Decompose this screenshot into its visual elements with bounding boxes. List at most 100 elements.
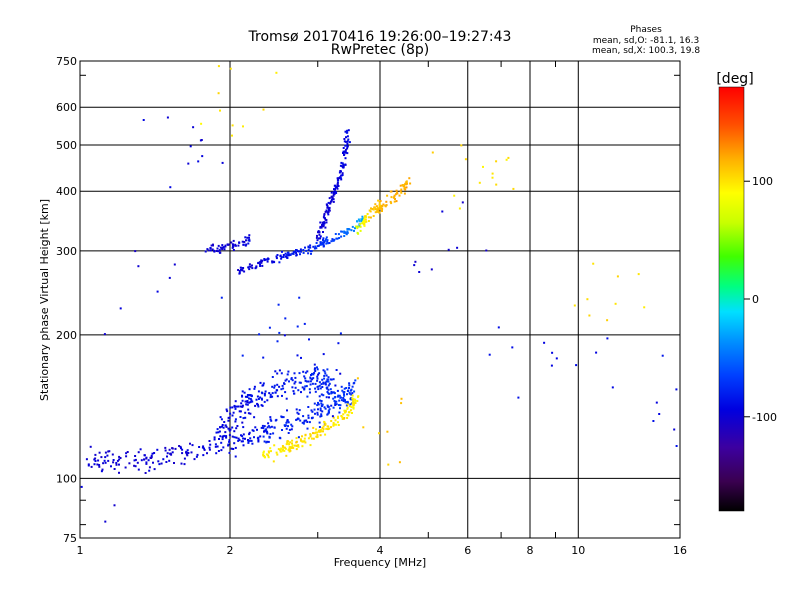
data-point (330, 191, 333, 194)
data-point (326, 205, 329, 208)
data-point (318, 372, 321, 375)
data-point (372, 208, 375, 211)
data-point (366, 213, 369, 215)
data-point (355, 225, 358, 228)
data-point (316, 411, 319, 414)
data-point (307, 246, 310, 249)
data-point (260, 404, 263, 407)
data-point (339, 372, 342, 375)
data-point (351, 397, 354, 400)
data-point (382, 203, 385, 206)
data-point (186, 454, 189, 457)
data-point (94, 460, 97, 462)
data-point (379, 204, 381, 207)
data-point (362, 426, 365, 429)
data-point (405, 180, 408, 183)
colorbar-tick-label: -100 (752, 411, 777, 424)
data-point (363, 224, 366, 227)
data-point (268, 435, 271, 438)
data-point (309, 434, 312, 437)
data-point (241, 404, 244, 407)
data-point (283, 446, 286, 449)
data-point (315, 435, 318, 438)
data-point (335, 423, 338, 426)
data-point (352, 404, 355, 407)
data-point (242, 426, 245, 429)
data-point (343, 393, 345, 396)
data-point (385, 204, 388, 207)
data-point (675, 445, 678, 447)
data-point (284, 317, 287, 320)
data-point (296, 325, 299, 328)
data-point (354, 227, 356, 230)
data-point (283, 449, 286, 452)
data-point (348, 384, 351, 387)
data-point (332, 200, 335, 203)
data-point (89, 445, 92, 448)
data-point (331, 238, 334, 241)
data-point (113, 504, 116, 507)
data-point (278, 331, 281, 334)
data-point (320, 430, 323, 433)
data-point (370, 207, 372, 210)
data-point (153, 468, 156, 471)
data-point (322, 382, 325, 385)
data-point (181, 452, 184, 455)
data-point (325, 209, 328, 212)
data-point (160, 462, 163, 465)
data-point (234, 418, 237, 421)
data-point (328, 382, 331, 385)
data-point (306, 427, 309, 430)
data-point (248, 394, 251, 396)
data-point (330, 426, 332, 429)
data-point (267, 257, 270, 260)
data-point (304, 433, 307, 436)
data-point (333, 392, 336, 395)
data-point (328, 209, 331, 212)
data-point (98, 451, 101, 454)
data-point (241, 269, 244, 272)
data-point (390, 202, 393, 205)
data-point (214, 443, 217, 446)
data-point (237, 269, 240, 271)
data-point (325, 221, 328, 224)
data-point (262, 382, 265, 385)
x-tick-label: 10 (571, 544, 585, 557)
data-point (346, 393, 348, 396)
data-point (305, 385, 308, 388)
data-point (342, 400, 345, 402)
data-point (85, 458, 88, 461)
data-point (334, 233, 337, 235)
data-point (239, 410, 242, 413)
data-point (350, 388, 353, 391)
data-point (119, 307, 122, 310)
data-point (223, 248, 226, 251)
data-point (206, 248, 209, 251)
data-point (244, 416, 247, 419)
data-point (240, 268, 242, 271)
data-point (263, 400, 266, 403)
data-point (324, 423, 327, 426)
data-point (353, 390, 356, 393)
data-point (291, 379, 294, 382)
data-point (338, 177, 341, 179)
data-point (227, 243, 230, 246)
data-point (248, 265, 251, 268)
data-point (266, 426, 269, 429)
data-point (251, 267, 254, 270)
data-point (315, 247, 318, 250)
data-point (330, 392, 333, 395)
data-point (322, 428, 325, 431)
data-point (341, 416, 344, 419)
data-point (282, 448, 284, 451)
data-point (247, 412, 250, 415)
data-point (98, 465, 101, 468)
data-point (239, 416, 242, 418)
data-point (304, 441, 307, 444)
data-point (348, 391, 351, 394)
data-point (232, 249, 235, 251)
data-point (265, 441, 268, 444)
data-point (321, 386, 324, 388)
data-point (293, 250, 296, 253)
data-point (356, 400, 359, 402)
